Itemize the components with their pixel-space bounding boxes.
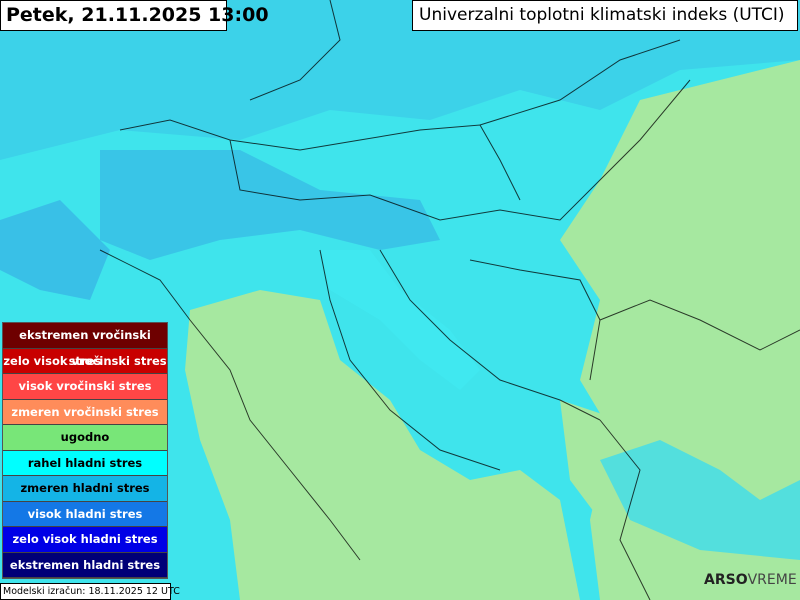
legend-item: rahel hladni stres (3, 450, 167, 476)
legend-item: visok hladni stres (3, 501, 167, 527)
legend-item: zmeren hladni stres (3, 476, 167, 502)
legend-item: visok vročinski stres (3, 374, 167, 400)
model-run: Modelski izračun: 18.11.2025 12 UTC (0, 583, 180, 600)
map-subtitle: Univerzalni toplotni klimatski indeks (U… (412, 0, 798, 31)
legend-item: ekstremen hladni stres (3, 552, 167, 578)
legend-item: ekstremen vročinski stres (3, 323, 167, 368)
legend-item: ugodno (3, 425, 167, 451)
logo-light: VREME (747, 572, 797, 588)
legend-item: zelo visok hladni stres (3, 527, 167, 553)
map-title: Petek, 21.11.2025 13:00 (0, 0, 269, 31)
legend-item: zmeren vročinski stres (3, 399, 167, 425)
logo-bold: ARSO (704, 572, 748, 588)
legend-item: zelo visok vročinski stres (3, 348, 167, 374)
logo: ARSOVREME (704, 572, 797, 588)
